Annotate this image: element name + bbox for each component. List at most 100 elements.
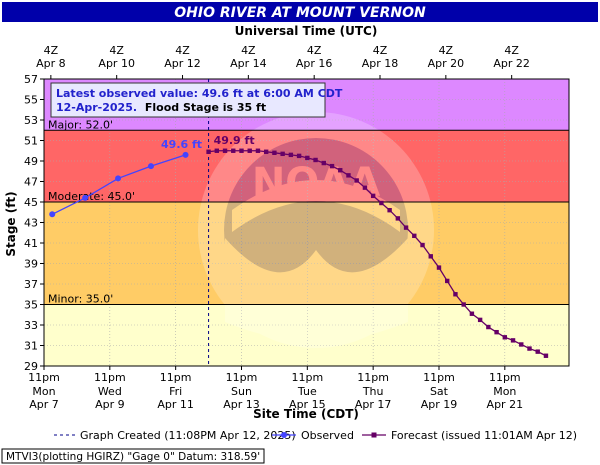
y-tick-label: 57 (24, 73, 38, 86)
x-tick-day: Thu (362, 385, 384, 398)
forecast-point (296, 153, 302, 159)
info-box-line1: Latest observed value: 49.6 ft at 6:00 A… (56, 87, 343, 100)
x-tick-date: Apr 11 (157, 398, 194, 411)
forecast-crest-label: 49.9 ft (214, 134, 255, 147)
y-tick-label: 55 (24, 94, 38, 107)
forecast-point (329, 163, 335, 169)
forecast-point (453, 292, 458, 297)
forecast-point (543, 353, 549, 358)
top-tick-date: Apr 22 (493, 57, 530, 70)
forecast-point (280, 151, 285, 157)
forecast-point (255, 148, 261, 153)
series-group (49, 148, 549, 358)
y-tick-label: 43 (24, 217, 38, 230)
forecast-point (231, 148, 236, 153)
x-tick-time: 11pm (357, 371, 389, 384)
svg-text:12-Apr-2025. Flood Stage: 12-Apr-2025. Flood Stage is 35 ft (56, 101, 266, 114)
observed-point (182, 151, 189, 158)
minor-zone (44, 202, 569, 305)
x-tick-time: 11pm (94, 371, 126, 384)
x-tick-time: 11pm (28, 371, 60, 384)
x-tick-day: Sat (430, 385, 449, 398)
forecast-point (477, 317, 483, 323)
observed-point (115, 175, 122, 182)
moderate-zone (44, 130, 569, 202)
y-tick-label: 45 (24, 196, 38, 209)
forecast-point (346, 173, 351, 178)
legend-observed-marker (281, 432, 287, 438)
forecast-point (379, 200, 384, 206)
footer-text: MTVI3(plotting HGIRZ) "Gage 0" Datum: 31… (6, 451, 260, 463)
forecast-point (239, 148, 244, 153)
legend-forecast: Forecast (issued 11:01AM Apr 12) (391, 429, 577, 442)
forecast-point (395, 216, 401, 221)
forecast-point (338, 168, 343, 173)
forecast-point (494, 329, 499, 335)
minor-label: Minor: 35.0' (48, 293, 113, 306)
top-tick-hour: 4Z (44, 44, 59, 57)
y-tick-label: 41 (24, 237, 38, 250)
info-box-flood-stage: Flood Stage is 35 ft (145, 101, 266, 114)
top-tick-hour: 4Z (307, 44, 322, 57)
y-tick-label: 49 (24, 155, 38, 168)
x-tick-time: 11pm (423, 371, 455, 384)
y-axis: 29 31 33 35 37 39 41 43 45 47 49 51 53 55 57 (24, 73, 44, 373)
forecast-point (387, 208, 392, 213)
info-box-date: 12-Apr-2025. (56, 101, 137, 114)
top-tick-date: Apr 14 (230, 57, 267, 70)
top-tick-hour: 4Z (373, 44, 388, 57)
noaa-watermark-icon: NOAA (198, 112, 434, 348)
y-tick-label: 35 (24, 299, 38, 312)
x-axis-label: Site Time (CDT) (253, 407, 359, 421)
forecast-point (362, 185, 368, 190)
y-tick-label: 51 (24, 135, 38, 148)
forecast-point (206, 149, 211, 154)
forecast-point (535, 349, 540, 354)
top-axis-label: Universal Time (UTC) (235, 24, 378, 38)
forecast-point (370, 193, 376, 199)
top-tick-hour: 4Z (241, 44, 256, 57)
top-tick-date: Apr 10 (98, 57, 135, 70)
legend-forecast-marker (371, 432, 377, 438)
x-tick-date: Apr 19 (421, 398, 458, 411)
forecast-point (461, 302, 466, 307)
x-tick-time: 11pm (226, 371, 258, 384)
forecast-point (412, 233, 417, 239)
y-tick-label: 29 (24, 360, 38, 373)
x-tick-day: Mon (32, 385, 55, 398)
x-tick-date: Apr 7 (29, 398, 59, 411)
legend: Graph Created (11:08PM Apr 12, 2025) Obs… (54, 429, 577, 442)
observed-point (49, 211, 56, 218)
top-tick-hour: 4Z (504, 44, 519, 57)
moderate-label: Moderate: 45.0' (48, 190, 135, 203)
y-tick-label: 39 (24, 258, 38, 271)
y-axis-label: Stage (ft) (4, 191, 18, 256)
top-tick-hour: 4Z (439, 44, 454, 57)
top-tick-date: Apr 20 (428, 57, 465, 70)
top-tick-date: Apr 12 (164, 57, 201, 70)
y-tick-label: 31 (24, 340, 38, 353)
normal-zone (44, 304, 569, 366)
svg-text:NOAA: NOAA (252, 160, 380, 206)
forecast-point (354, 178, 359, 183)
x-tick-date: Apr 13 (223, 398, 260, 411)
y-tick-label: 47 (24, 176, 38, 189)
x-tick-date: Apr 17 (355, 398, 392, 411)
forecast-point (305, 155, 310, 161)
x-tick-date: Apr 21 (487, 398, 524, 411)
forecast-point (263, 149, 269, 154)
y-tick-label: 33 (24, 319, 38, 332)
forecast-point (321, 160, 326, 166)
zone-labels: Major: 52.0' Moderate: 45.0' Minor: 35.0' (44, 118, 569, 306)
forecast-point (445, 278, 450, 284)
forecast-point (288, 152, 294, 158)
forecast-point (436, 265, 442, 270)
forecast-point (510, 338, 516, 343)
footer-box (1, 448, 265, 464)
forecast-point (247, 148, 252, 153)
y-tick-label: 37 (24, 278, 38, 291)
forecast-point (428, 254, 433, 259)
x-tick-time: 11pm (160, 371, 192, 384)
